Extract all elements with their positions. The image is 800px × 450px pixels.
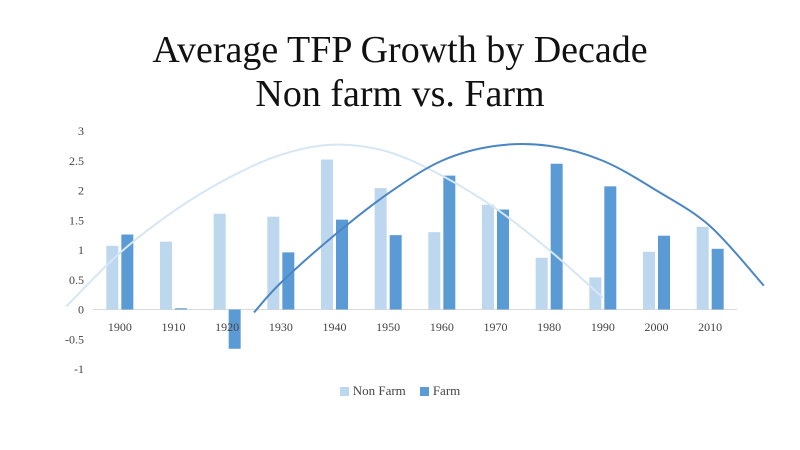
- bar-non-farm: [321, 159, 333, 310]
- bar-farm: [336, 219, 348, 310]
- chart-title: Average TFP Growth by Decade: [152, 29, 648, 71]
- x-tick-label: 2010: [698, 320, 722, 334]
- bar-farm: [175, 308, 187, 310]
- x-tick-label: 1930: [269, 320, 293, 334]
- y-tick-label: 2.5: [69, 154, 84, 168]
- bar-farm: [228, 309, 241, 349]
- bar-farm: [497, 209, 509, 310]
- x-tick-label: 1920: [215, 320, 239, 334]
- legend-item-farm: Farm: [419, 383, 461, 399]
- legend-swatch-non-farm: [339, 386, 349, 396]
- bar-non-farm: [374, 188, 387, 310]
- y-tick-label: 1: [78, 243, 84, 257]
- legend-label-non-farm: Non Farm: [352, 383, 406, 398]
- x-tick-label: 1970: [484, 320, 508, 334]
- x-tick-label: 1940: [323, 320, 347, 334]
- x-tick-label: 1950: [376, 320, 400, 334]
- x-tick-label: 1900: [108, 320, 132, 334]
- bar-non-farm: [643, 251, 655, 310]
- trendline-farm: [253, 143, 765, 314]
- legend-label-farm: Farm: [432, 383, 461, 398]
- bar-farm: [711, 248, 724, 310]
- y-tick-label: -0.5: [65, 332, 84, 346]
- x-tick-label: 1960: [430, 320, 454, 334]
- x-tick-label: 1910: [162, 320, 186, 334]
- bar-farm: [282, 252, 295, 310]
- x-tick-label: 2000: [645, 320, 669, 334]
- bar-farm: [604, 186, 617, 310]
- y-tick-label: -1: [74, 362, 84, 376]
- bar-non-farm: [428, 232, 441, 310]
- bar-non-farm: [160, 241, 172, 310]
- y-tick-label: 1.5: [69, 213, 84, 227]
- trendline-non-farm: [65, 143, 604, 308]
- y-tick-label: 2: [78, 184, 84, 198]
- bar-farm: [443, 175, 456, 310]
- x-tick-label: 1990: [591, 320, 615, 334]
- chart-subtitle: Non farm vs. Farm: [255, 73, 545, 115]
- bar-farm: [389, 235, 402, 310]
- bar-non-farm: [696, 226, 709, 310]
- y-tick-label: 0: [78, 303, 84, 317]
- bar-farm: [658, 235, 670, 310]
- x-tick-label: 1980: [537, 320, 561, 334]
- chart-legend: Non Farm Farm: [0, 383, 800, 399]
- legend-swatch-farm: [419, 386, 429, 396]
- bar-non-farm: [589, 277, 602, 310]
- legend-item-non-farm: Non Farm: [339, 383, 406, 399]
- bar-non-farm: [482, 204, 494, 310]
- bar-non-farm: [213, 213, 226, 310]
- y-tick-label: 0.5: [69, 273, 84, 287]
- bar-farm: [121, 234, 134, 310]
- bar-farm: [550, 163, 563, 310]
- bar-non-farm: [535, 257, 548, 310]
- y-tick-label: 3: [78, 124, 84, 138]
